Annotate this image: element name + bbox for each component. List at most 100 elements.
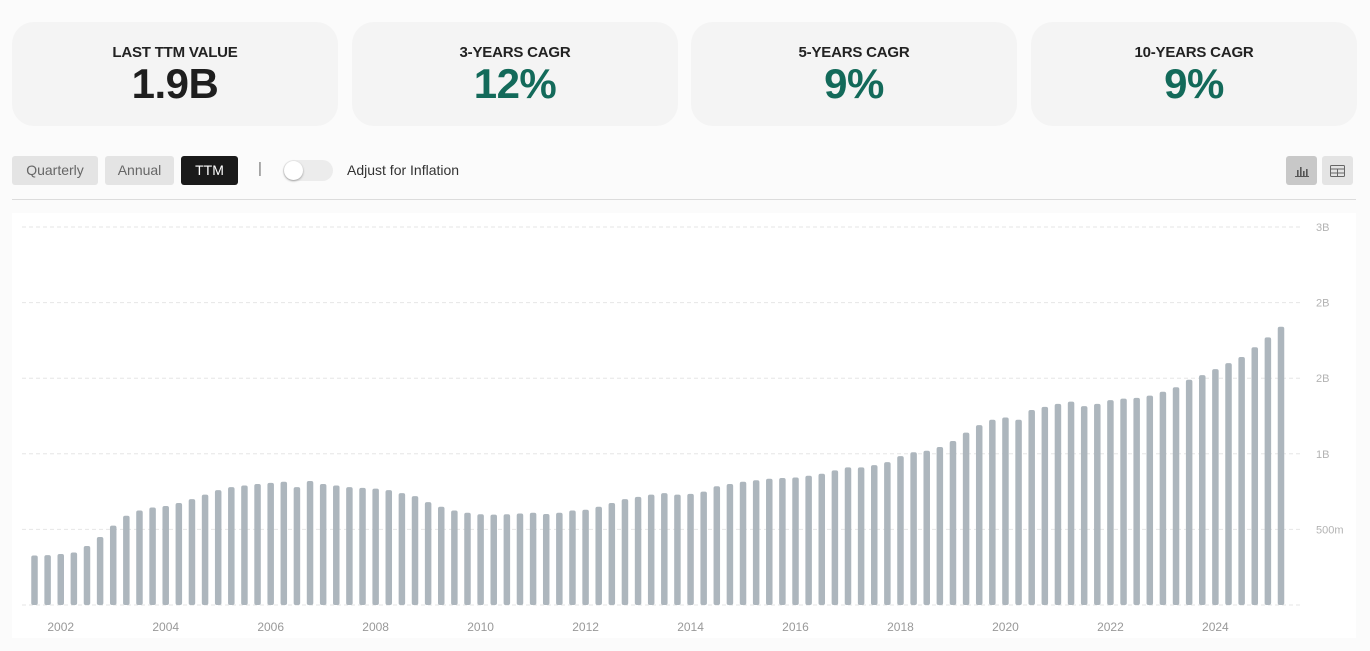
quarterly-button[interactable]: Quarterly bbox=[12, 156, 98, 185]
bar-2022-q2[interactable] bbox=[1120, 398, 1127, 605]
bar-2019-q4[interactable] bbox=[989, 419, 996, 605]
bar-2007-q4[interactable] bbox=[359, 487, 366, 605]
bar-2006-q4[interactable] bbox=[306, 481, 314, 605]
bar-2016-q4[interactable] bbox=[831, 470, 839, 605]
ttm-button[interactable]: TTM bbox=[181, 156, 238, 185]
bar-2022-q4[interactable] bbox=[1146, 395, 1154, 605]
bar-2010-q4[interactable] bbox=[516, 513, 524, 605]
bar-2016-q2[interactable] bbox=[805, 475, 812, 605]
bar-2019-q1[interactable] bbox=[949, 440, 957, 605]
bar-2004-q4[interactable] bbox=[201, 494, 209, 605]
bar-2013-q4[interactable] bbox=[674, 494, 681, 605]
bar-2006-q1[interactable] bbox=[267, 482, 274, 605]
bar-2009-q2[interactable] bbox=[438, 506, 445, 605]
bar-2023-q1[interactable] bbox=[1159, 391, 1167, 605]
bar-2008-q1[interactable] bbox=[372, 488, 379, 605]
bar-2017-q4[interactable] bbox=[884, 462, 891, 605]
bar-2020-q3[interactable] bbox=[1028, 409, 1035, 605]
bar-2021-q1[interactable] bbox=[1054, 403, 1062, 605]
annual-button[interactable]: Annual bbox=[105, 156, 174, 185]
bar-2024-q4[interactable] bbox=[1251, 347, 1259, 605]
table-view-button[interactable] bbox=[1322, 156, 1353, 185]
bar-2003-q3[interactable] bbox=[136, 510, 143, 606]
bar-2024-q2[interactable] bbox=[1225, 363, 1232, 605]
bar-2018-q4[interactable] bbox=[936, 446, 944, 605]
bar-2002-q4[interactable] bbox=[96, 536, 104, 605]
bar-2025-q2[interactable] bbox=[1277, 326, 1285, 605]
bar-2005-q4[interactable] bbox=[254, 484, 261, 605]
bar-2010-q1[interactable] bbox=[477, 514, 484, 605]
bar-2002-q3[interactable] bbox=[83, 546, 91, 605]
bar-2001-q4[interactable] bbox=[44, 555, 51, 605]
bar-2013-q2[interactable] bbox=[647, 494, 655, 605]
bar-2011-q4[interactable] bbox=[569, 510, 576, 606]
bar-2009-q3[interactable] bbox=[451, 510, 458, 606]
bar-2002-q2[interactable] bbox=[70, 552, 78, 605]
bar-2007-q3[interactable] bbox=[346, 487, 353, 605]
bar-2025-q1[interactable] bbox=[1264, 337, 1272, 605]
bar-2008-q3[interactable] bbox=[398, 493, 406, 605]
bar-2010-q3[interactable] bbox=[503, 514, 511, 605]
bar-2017-q3[interactable] bbox=[870, 465, 878, 605]
bar-2004-q2[interactable] bbox=[175, 502, 183, 605]
bar-2009-q1[interactable] bbox=[424, 502, 432, 605]
bar-2023-q4[interactable] bbox=[1199, 375, 1206, 605]
bar-2014-q4[interactable] bbox=[726, 484, 734, 605]
bar-2015-q3[interactable] bbox=[766, 478, 773, 605]
bar-2003-q2[interactable] bbox=[123, 515, 130, 605]
bar-2012-q2[interactable] bbox=[595, 506, 602, 605]
bar-2012-q1[interactable] bbox=[582, 509, 589, 605]
bar-2012-q4[interactable] bbox=[621, 499, 629, 605]
bar-2021-q2[interactable] bbox=[1067, 401, 1075, 605]
bar-2019-q3[interactable] bbox=[975, 425, 983, 605]
bar-2005-q3[interactable] bbox=[241, 485, 248, 605]
bar-2014-q2[interactable] bbox=[700, 491, 707, 605]
bar-2002-q1[interactable] bbox=[57, 554, 64, 605]
bar-2004-q1[interactable] bbox=[162, 505, 169, 605]
bar-2004-q3[interactable] bbox=[188, 499, 196, 605]
bar-2007-q2[interactable] bbox=[333, 485, 340, 605]
bar-2014-q1[interactable] bbox=[687, 493, 694, 605]
bar-2015-q4[interactable] bbox=[779, 477, 786, 605]
chart-view-button[interactable] bbox=[1286, 156, 1317, 185]
bar-2023-q2[interactable] bbox=[1172, 387, 1180, 605]
bar-2021-q3[interactable] bbox=[1080, 406, 1088, 605]
bar-2010-q2[interactable] bbox=[490, 514, 497, 605]
bar-2018-q3[interactable] bbox=[923, 450, 930, 605]
bar-2015-q1[interactable] bbox=[739, 481, 747, 605]
bar-2006-q2[interactable] bbox=[280, 481, 288, 605]
bar-2008-q2[interactable] bbox=[385, 490, 393, 605]
bar-2022-q3[interactable] bbox=[1133, 397, 1140, 605]
bar-2006-q3[interactable] bbox=[293, 487, 301, 605]
bar-2016-q3[interactable] bbox=[818, 473, 826, 605]
bar-2023-q3[interactable] bbox=[1185, 379, 1193, 605]
bar-2013-q3[interactable] bbox=[661, 493, 668, 605]
bar-2021-q4[interactable] bbox=[1094, 403, 1101, 605]
bar-2013-q1[interactable] bbox=[634, 496, 642, 605]
bar-2019-q2[interactable] bbox=[962, 432, 970, 605]
bar-2008-q4[interactable] bbox=[411, 496, 419, 605]
bar-2012-q3[interactable] bbox=[608, 502, 616, 605]
bar-2015-q2[interactable] bbox=[752, 480, 760, 605]
inflation-toggle[interactable] bbox=[283, 160, 333, 181]
bar-2005-q2[interactable] bbox=[228, 487, 235, 605]
bar-2017-q1[interactable] bbox=[844, 467, 852, 605]
bar-2024-q1[interactable] bbox=[1212, 369, 1219, 605]
bar-2011-q2[interactable] bbox=[542, 513, 550, 605]
bar-2014-q3[interactable] bbox=[713, 486, 721, 605]
bar-2020-q2[interactable] bbox=[1015, 419, 1022, 605]
bar-2009-q4[interactable] bbox=[464, 512, 471, 605]
bar-2018-q2[interactable] bbox=[910, 452, 917, 605]
bar-2024-q3[interactable] bbox=[1238, 357, 1245, 605]
bar-2003-q1[interactable] bbox=[109, 525, 117, 605]
bar-2001-q3[interactable] bbox=[31, 555, 38, 605]
bar-2022-q1[interactable] bbox=[1107, 400, 1114, 605]
bar-2016-q1[interactable] bbox=[792, 477, 799, 605]
bar-2005-q1[interactable] bbox=[214, 490, 222, 605]
bar-2007-q1[interactable] bbox=[319, 484, 327, 605]
bar-2020-q4[interactable] bbox=[1041, 406, 1049, 605]
bar-2017-q2[interactable] bbox=[857, 467, 865, 605]
bar-2020-q1[interactable] bbox=[1002, 417, 1009, 605]
bar-2011-q1[interactable] bbox=[529, 512, 537, 605]
bar-2003-q4[interactable] bbox=[149, 507, 156, 605]
